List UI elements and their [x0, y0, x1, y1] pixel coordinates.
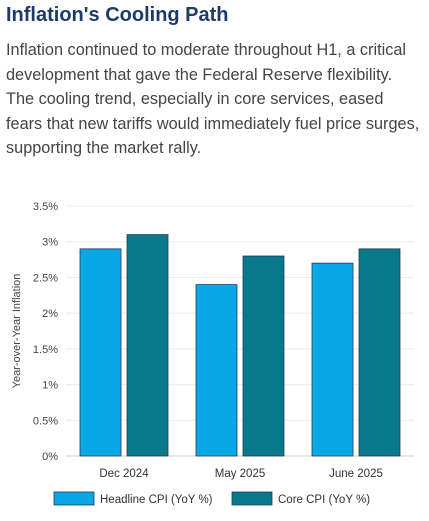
legend-label: Core CPI (YoY %)	[278, 494, 370, 506]
legend: Headline CPI (YoY %) Core CPI (YoY %)	[53, 491, 370, 506]
y-axis-label: Year-over-Year Inflation	[11, 274, 23, 389]
y-axis-tick-labels: 0% 0.5% 1% 1.5% 2% 2.5% 3% 3.5%	[33, 201, 58, 463]
x-tick-label: May 2025	[215, 468, 266, 480]
legend-label: Headline CPI (YoY %)	[100, 494, 213, 506]
y-tick-label: 2%	[42, 308, 58, 320]
x-tick-label: June 2025	[329, 468, 383, 480]
section-title: Inflation's Cooling Path	[6, 4, 229, 26]
y-tick-label: 0%	[42, 451, 58, 463]
bar-headline	[79, 248, 122, 457]
bars	[79, 234, 401, 457]
x-tick-label: Dec 2024	[99, 468, 149, 480]
y-tick-label: 3%	[42, 237, 58, 249]
y-tick-label: 1.5%	[33, 344, 58, 356]
bar-headline	[311, 262, 354, 457]
inflation-bar-chart: 0% 0.5% 1% 1.5% 2% 2.5% 3% 3.5% Year-over-Year …	[11, 201, 414, 506]
bar-core	[358, 248, 401, 457]
bar-headline	[195, 284, 238, 457]
bar-core	[242, 255, 285, 457]
section-description: Inflation continued to moderate througho…	[6, 41, 420, 158]
legend-swatch	[231, 491, 273, 506]
grid-lines	[66, 205, 414, 457]
y-tick-label: 1%	[42, 380, 58, 392]
x-axis-tick-labels: Dec 2024 May 2025 June 2025	[99, 468, 382, 480]
legend-swatch	[53, 491, 95, 506]
bar-core	[126, 234, 169, 457]
y-tick-label: 3.5%	[33, 201, 58, 213]
y-tick-label: 0.5%	[33, 415, 58, 427]
y-tick-label: 2.5%	[33, 272, 58, 284]
